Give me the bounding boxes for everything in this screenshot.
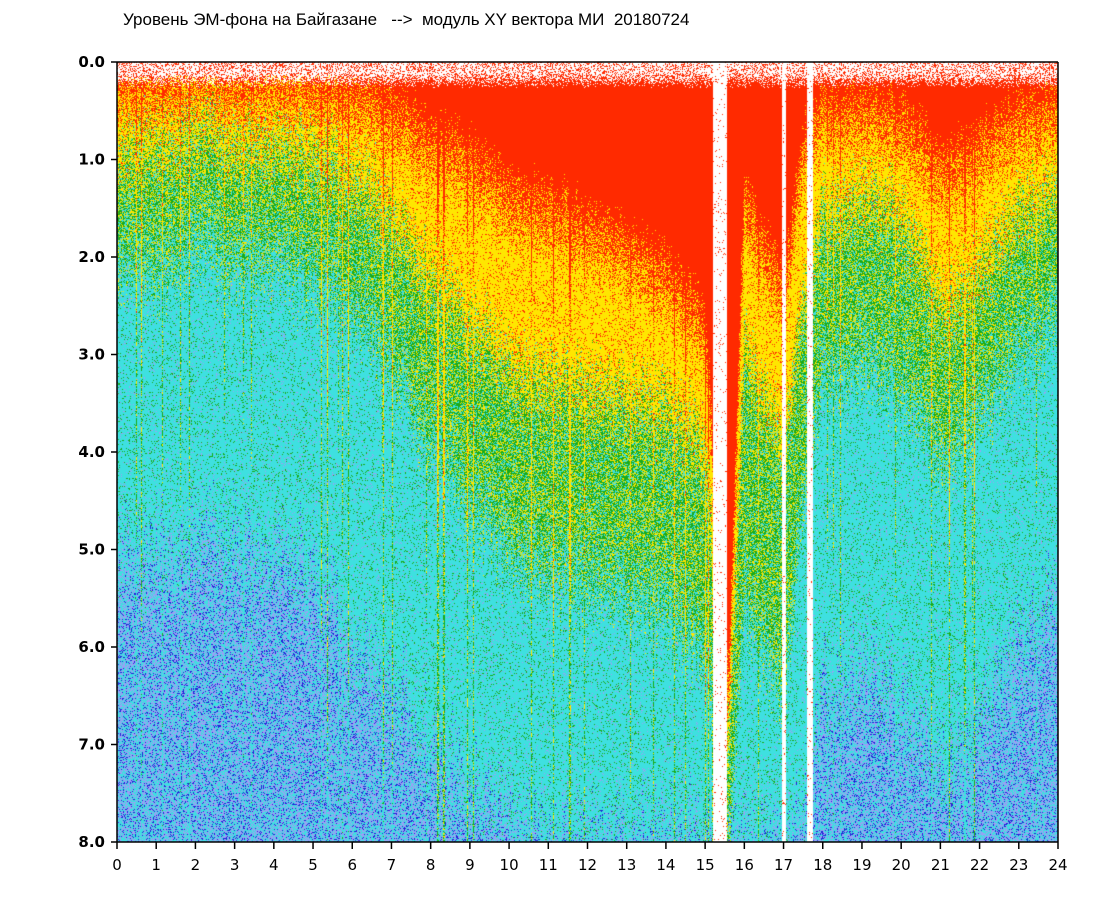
y-tick-label: 1.0: [78, 151, 105, 169]
y-tick-label: 6.0: [78, 638, 105, 656]
x-tick-label: 6: [347, 856, 357, 874]
x-tick-label: 4: [269, 856, 279, 874]
y-tick-label: 4.0: [78, 443, 105, 461]
x-tick-label: 11: [539, 856, 558, 874]
x-tick-label: 16: [735, 856, 754, 874]
x-tick-label: 13: [617, 856, 636, 874]
plot-area: [117, 62, 1058, 842]
x-tick-label: 3: [230, 856, 240, 874]
x-tick-label: 14: [656, 856, 675, 874]
x-tick-label: 7: [387, 856, 397, 874]
x-tick-label: 19: [852, 856, 871, 874]
heatmap-canvas: [117, 62, 1058, 842]
y-tick-label: 5.0: [78, 541, 105, 559]
x-tick-label: 1: [151, 856, 161, 874]
x-tick-label: 12: [578, 856, 597, 874]
chart-title: Уровень ЭМ-фона на Байгазане --> модуль …: [123, 10, 690, 29]
x-axis-ticks: 0 1 2 3 4 5 6 7 8 9 10 11 12 13 14 15 16 17 18 19 20 21 22 23 24: [112, 842, 1068, 874]
heatmap-container: [117, 62, 1058, 842]
x-tick-label: 20: [892, 856, 911, 874]
x-tick-label: 18: [813, 856, 832, 874]
y-axis-ticks: 0.0 1.0 2.0 3.0 4.0 5.0 6.0 7.0 8.0: [78, 53, 117, 851]
x-tick-label: 9: [465, 856, 475, 874]
x-tick-label: 8: [426, 856, 436, 874]
x-tick-label: 15: [696, 856, 715, 874]
y-tick-label: 3.0: [78, 346, 105, 364]
x-tick-label: 24: [1048, 856, 1067, 874]
x-tick-label: 10: [500, 856, 519, 874]
x-tick-label: 22: [970, 856, 989, 874]
x-tick-label: 5: [308, 856, 318, 874]
x-tick-label: 17: [774, 856, 793, 874]
y-tick-label: 0.0: [78, 53, 105, 71]
x-tick-label: 21: [931, 856, 950, 874]
x-tick-label: 2: [191, 856, 201, 874]
y-tick-label: 2.0: [78, 248, 105, 266]
y-tick-label: 8.0: [78, 833, 105, 851]
x-tick-label: 23: [1009, 856, 1028, 874]
y-tick-label: 7.0: [78, 736, 105, 754]
x-tick-label: 0: [112, 856, 122, 874]
